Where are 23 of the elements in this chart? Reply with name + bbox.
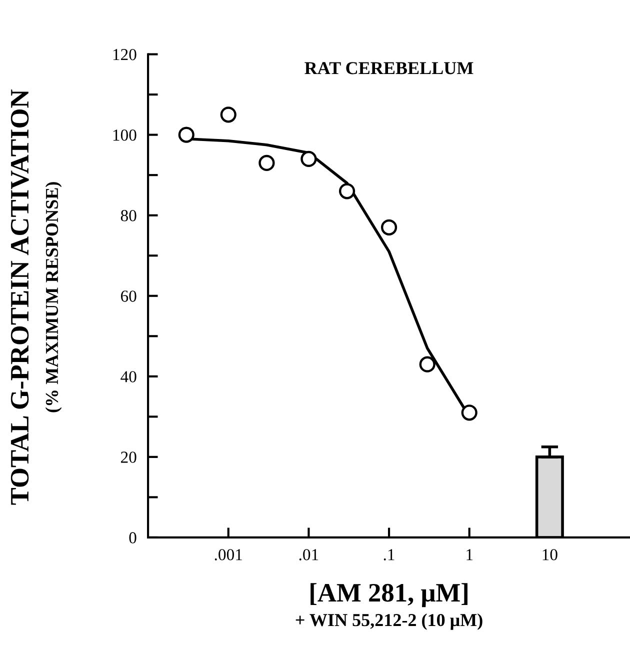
y-tick-label: 60: [120, 290, 136, 302]
x-axis-title: [AM 281, μM]: [310, 583, 468, 608]
point: [300, 150, 317, 168]
point: [258, 154, 275, 172]
x-tick-label: 1: [466, 549, 473, 560]
point: [178, 126, 194, 143]
point: [338, 183, 356, 200]
text: + WIN 55,212-2 (10 μM): [296, 613, 482, 630]
point: [380, 219, 398, 236]
y-tick-label: 40: [120, 371, 136, 382]
y-tick-label: 120: [113, 48, 136, 60]
y-tick-label: 100: [113, 130, 136, 141]
chart-title: RAT CEREBELLUM: [304, 62, 474, 74]
y-tick-label: 20: [121, 452, 136, 463]
x-tick-label: .01: [299, 549, 318, 560]
x-tick-label: 10: [542, 549, 558, 560]
y-tick-label: 80: [120, 210, 136, 222]
point: [461, 404, 478, 421]
text: (% MAXIMUM RESPONSE): [45, 182, 62, 412]
y-tick-label: 0: [129, 532, 136, 544]
x-tick-label: .001: [214, 549, 242, 560]
y-axis-title: TOTAL G-PROTEIN ACTIVATION: [10, 90, 29, 505]
x-tick-label: .1: [384, 549, 394, 560]
